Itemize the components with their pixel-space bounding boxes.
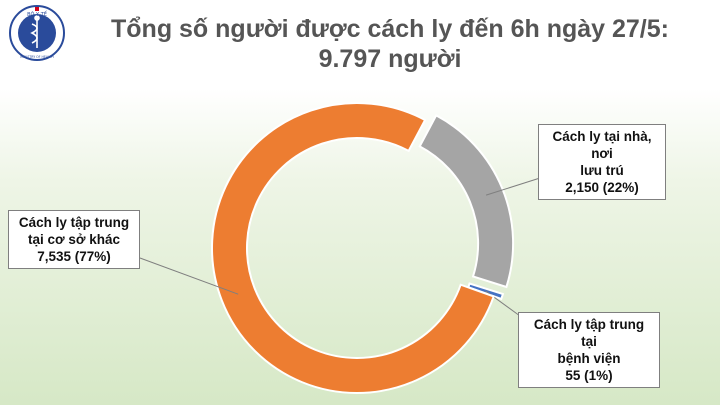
label-other-facility: Cách ly tập trung tại cơ sở khác 7,535 (…	[8, 210, 140, 269]
caduceus-icon	[30, 15, 40, 48]
title-line-1: Tổng số người được cách ly đến 6h ngày 2…	[111, 15, 669, 43]
leader-line-2	[139, 257, 239, 295]
leader-line-0	[485, 177, 541, 196]
donut-slice-0	[418, 114, 515, 289]
ministry-logo: BỘ Y TẾ MINISTRY OF HEALTH	[9, 5, 65, 61]
title-line-2: 9.797 người	[318, 45, 462, 73]
label-home: Cách ly tại nhà, nơi lưu trú 2,150 (22%)	[538, 124, 666, 200]
logo-text-bottom: MINISTRY OF HEALTH	[20, 55, 54, 59]
label-hospital: Cách ly tập trung tại bệnh viện 55 (1%)	[518, 312, 660, 388]
logo-text-top: BỘ Y TẾ	[27, 10, 48, 18]
donut-slice-2	[211, 102, 495, 394]
chart-title: Tổng số người được cách ly đến 6h ngày 2…	[90, 14, 690, 74]
